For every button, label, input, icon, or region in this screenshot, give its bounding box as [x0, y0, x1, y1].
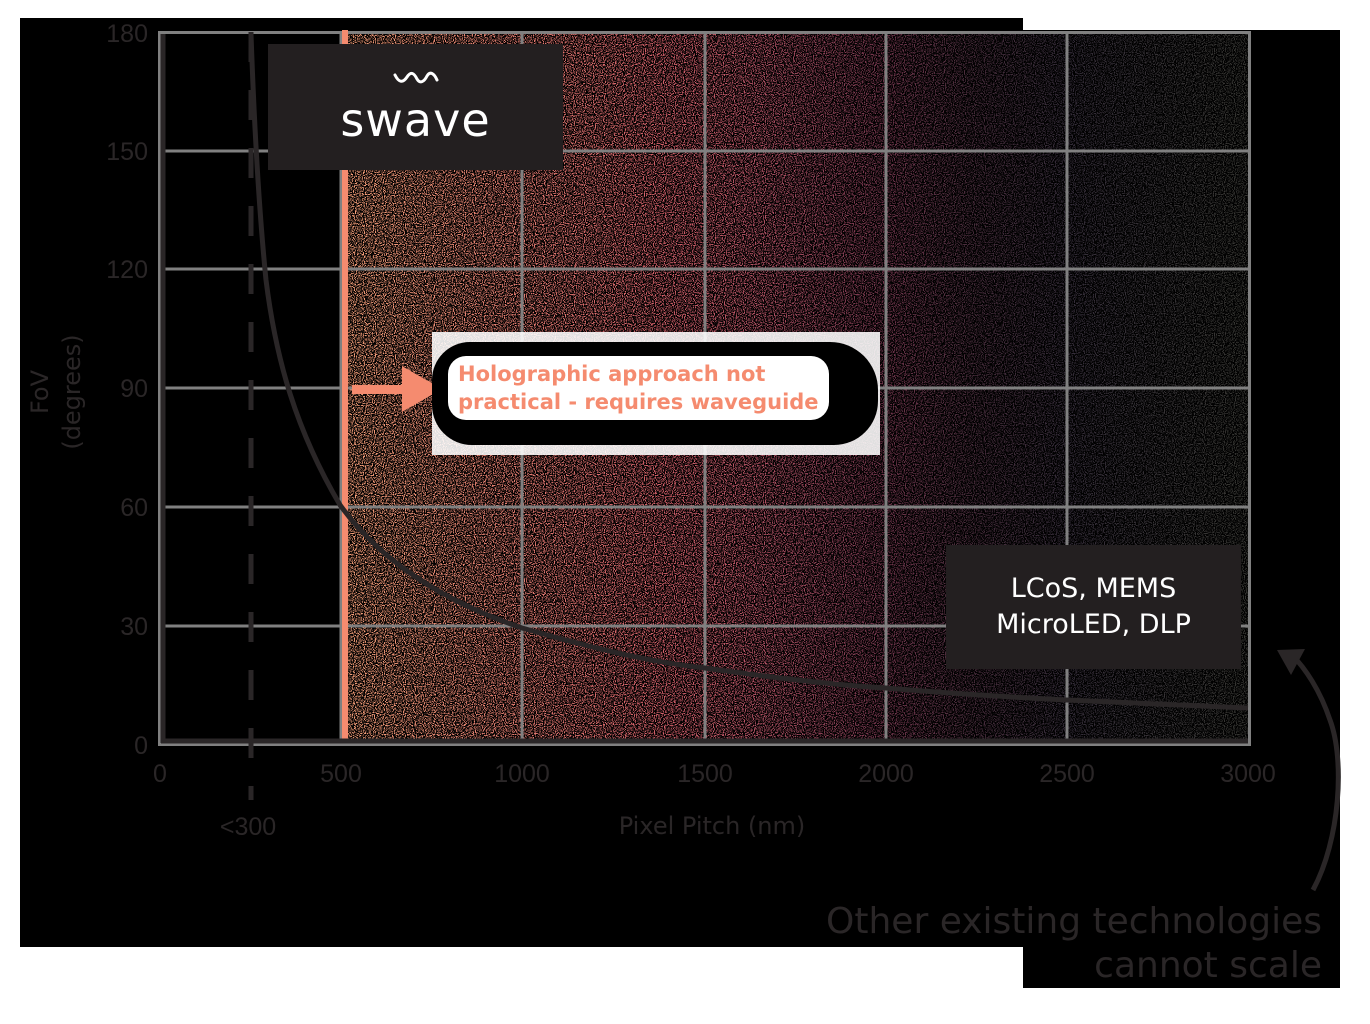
y-axis-title: FoV (degrees): [26, 334, 86, 449]
y-tick-60: 60: [120, 494, 148, 522]
x-tick-3000: 3000: [1220, 760, 1276, 788]
callout-line-1: Other existing technologies: [826, 901, 1322, 942]
x-axis-title: Pixel Pitch (nm): [619, 812, 806, 840]
x-tick-2500: 2500: [1039, 760, 1095, 788]
y-axis-title-line1: FoV: [26, 369, 54, 414]
holographic-line-1: Holographic approach not: [458, 362, 766, 386]
x-tick-labels: 0 500 1000 1500 2000 2500 3000 <300: [153, 760, 1276, 841]
fov-curve: [248, 33, 1249, 711]
logo-wordmark: swave: [340, 93, 491, 147]
y-axis-title-line2: (degrees): [58, 334, 86, 449]
y-tick-150: 150: [106, 138, 148, 166]
technologies-label: LCoS, MEMS MicroLED, DLP: [946, 545, 1241, 669]
cannot-scale-callout: Other existing technologies cannot scale: [826, 900, 1322, 988]
y-tick-labels: 0 30 60 90 120 150 180: [106, 20, 148, 760]
dashed-line-label: <300: [220, 813, 276, 841]
y-tick-90: 90: [120, 375, 148, 403]
plot-frame: [158, 31, 1251, 746]
threshold-bar-500nm: [342, 30, 348, 742]
y-tick-0: 0: [134, 732, 148, 760]
y-tick-30: 30: [120, 613, 148, 641]
x-tick-0: 0: [153, 760, 167, 788]
callout-line-2: cannot scale: [1094, 945, 1322, 986]
technologies-line-2: MicroLED, DLP: [996, 609, 1191, 640]
arrow-right-icon: [352, 366, 442, 412]
x-tick-500: 500: [320, 760, 362, 788]
curved-arrow-icon: [1277, 649, 1341, 892]
x-tick-1500: 1500: [677, 760, 733, 788]
y-tick-120: 120: [106, 256, 148, 284]
swave-logo: swave: [268, 44, 563, 170]
holographic-annotation: Holographic approach not practical - req…: [448, 356, 829, 420]
y-tick-180: 180: [106, 20, 148, 48]
technologies-line-1: LCoS, MEMS: [1010, 573, 1177, 604]
x-tick-2000: 2000: [858, 760, 914, 788]
x-tick-1000: 1000: [494, 760, 550, 788]
holographic-line-2: practical - requires waveguide: [458, 390, 819, 414]
wave-icon: [393, 71, 438, 84]
